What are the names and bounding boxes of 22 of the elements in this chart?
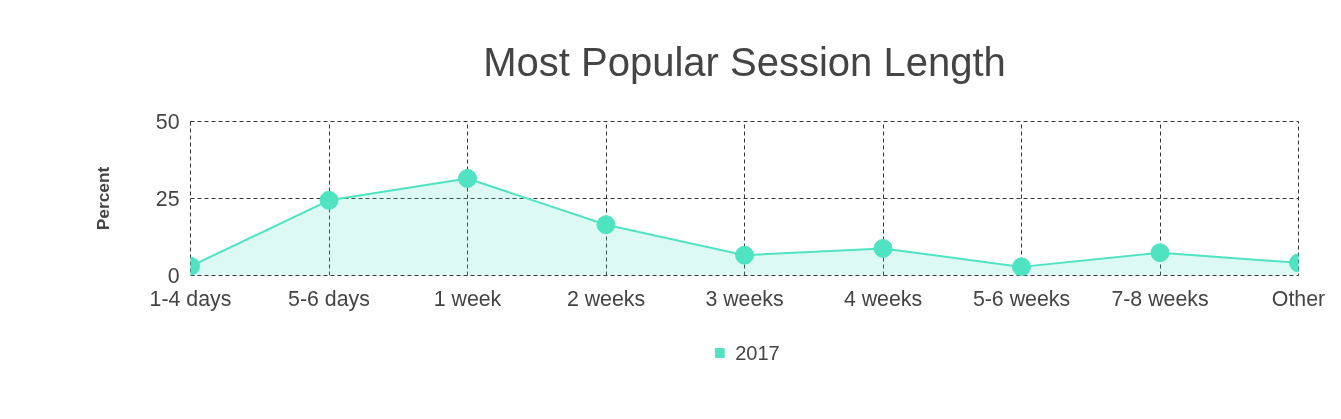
legend-label: 2017 — [735, 341, 780, 364]
chart-title: Most Popular Session Length — [483, 40, 1006, 84]
x-tick-label: 4 weeks — [843, 286, 923, 311]
point — [873, 238, 893, 258]
y-axis-title: Percent — [92, 166, 113, 231]
x-tick-label: 2 weeks — [566, 286, 646, 311]
point — [1012, 257, 1031, 276]
x-tick-label: 3 weeks — [705, 286, 784, 311]
x-tick-label: 5-6 weeks — [972, 286, 1071, 311]
point — [596, 215, 616, 235]
x-tick-label: 1-4 days — [149, 286, 232, 311]
point — [319, 190, 339, 210]
x-tick-label: Other — [1271, 286, 1326, 311]
y-tick-label: 25 — [155, 187, 180, 211]
y-tick-label: 0 — [167, 264, 180, 288]
x-tick-label: 7-8 weeks — [1111, 286, 1209, 311]
x-tick-label: 5-6 days — [288, 286, 370, 311]
y-tick-label: 50 — [155, 110, 180, 134]
point — [458, 169, 477, 188]
point — [735, 245, 754, 265]
x-tick-label: 1 week — [433, 286, 502, 311]
point — [1150, 243, 1170, 263]
